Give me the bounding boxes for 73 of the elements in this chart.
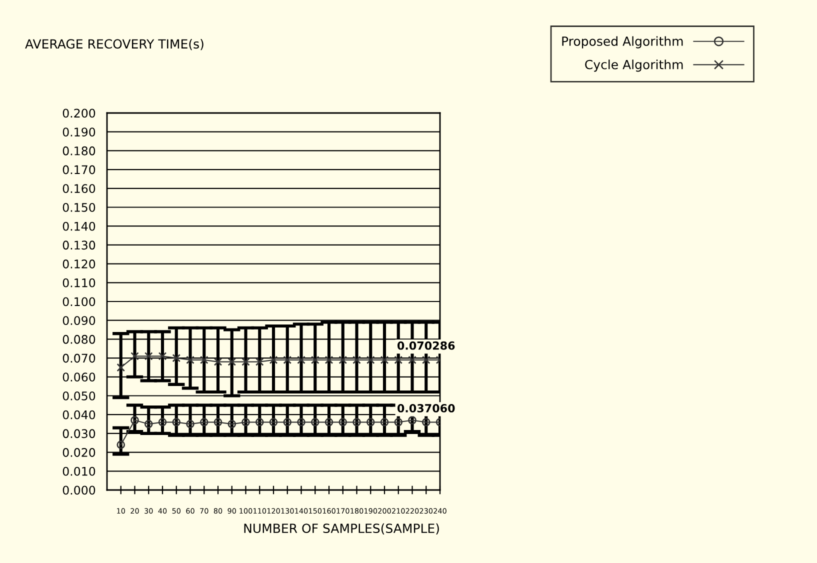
point bbox=[186, 356, 194, 364]
point bbox=[242, 358, 250, 366]
point bbox=[228, 358, 236, 366]
point bbox=[144, 420, 153, 428]
point bbox=[242, 418, 250, 426]
point bbox=[144, 352, 153, 360]
point bbox=[408, 356, 416, 364]
point bbox=[130, 352, 139, 360]
point bbox=[172, 418, 181, 426]
point bbox=[422, 418, 430, 426]
y-tick-label: 0.190 bbox=[62, 128, 96, 137]
y-tick-label: 0.070 bbox=[62, 354, 96, 363]
point bbox=[310, 356, 320, 364]
y-tick-label: 0.060 bbox=[62, 372, 96, 382]
y-tick-label: 0.100 bbox=[62, 297, 96, 306]
annotation: 0.037060 bbox=[397, 404, 455, 412]
y-tick-label: 0.160 bbox=[62, 184, 96, 194]
y-tick-label: 0.000 bbox=[62, 486, 96, 495]
y-axis-title: AVERAGE RECOVERY TIME(s) bbox=[25, 38, 204, 50]
point bbox=[228, 420, 236, 428]
point bbox=[116, 440, 126, 449]
point bbox=[130, 416, 139, 424]
point bbox=[269, 418, 278, 426]
y-tick-label: 0.200 bbox=[62, 108, 96, 118]
point bbox=[283, 418, 292, 426]
point bbox=[172, 354, 181, 362]
point bbox=[283, 356, 292, 364]
point bbox=[422, 356, 430, 364]
point bbox=[380, 356, 389, 364]
legend-label: Proposed Algorithm bbox=[562, 36, 683, 48]
y-tick-label: 0.120 bbox=[62, 260, 96, 268]
x-axis-title: NUMBER OF SAMPLES(SAMPLE) bbox=[244, 523, 439, 535]
point bbox=[366, 418, 375, 426]
point bbox=[255, 418, 264, 426]
point bbox=[394, 418, 403, 426]
y-tick-label: 0.110 bbox=[62, 278, 96, 288]
point bbox=[352, 418, 361, 426]
y-tick-label: 0.030 bbox=[62, 429, 96, 438]
point bbox=[394, 356, 403, 364]
point bbox=[158, 352, 167, 360]
point bbox=[200, 356, 208, 364]
point bbox=[324, 418, 334, 426]
y-tick-label: 0.180 bbox=[62, 146, 96, 156]
point bbox=[338, 418, 348, 426]
point bbox=[310, 418, 320, 426]
point bbox=[380, 418, 389, 426]
point bbox=[366, 356, 375, 364]
point bbox=[255, 358, 264, 366]
point bbox=[186, 420, 194, 428]
y-tick-label: 0.050 bbox=[62, 391, 96, 400]
annotation: 0.070286 bbox=[397, 341, 455, 350]
y-tick-label: 0.090 bbox=[62, 316, 96, 326]
point bbox=[408, 416, 416, 424]
point bbox=[352, 356, 361, 364]
point bbox=[158, 418, 167, 426]
point bbox=[116, 363, 126, 372]
y-tick-label: 0.150 bbox=[62, 202, 96, 212]
y-tick-label: 0.140 bbox=[62, 222, 96, 231]
y-tick-label: 0.010 bbox=[62, 466, 96, 476]
point bbox=[214, 358, 222, 366]
point bbox=[297, 356, 306, 364]
point bbox=[324, 356, 334, 364]
y-tick-label: 0.170 bbox=[62, 165, 96, 174]
y-tick-label: 0.040 bbox=[62, 410, 96, 420]
point bbox=[297, 418, 306, 426]
point bbox=[214, 418, 222, 426]
y-tick-label: 0.130 bbox=[62, 240, 96, 250]
y-tick-label: 0.080 bbox=[62, 334, 96, 344]
legend-label: Cycle Algorithm bbox=[585, 60, 683, 72]
point bbox=[338, 356, 348, 364]
y-tick-label: 0.020 bbox=[62, 448, 96, 457]
point bbox=[200, 418, 208, 426]
point bbox=[269, 356, 278, 364]
